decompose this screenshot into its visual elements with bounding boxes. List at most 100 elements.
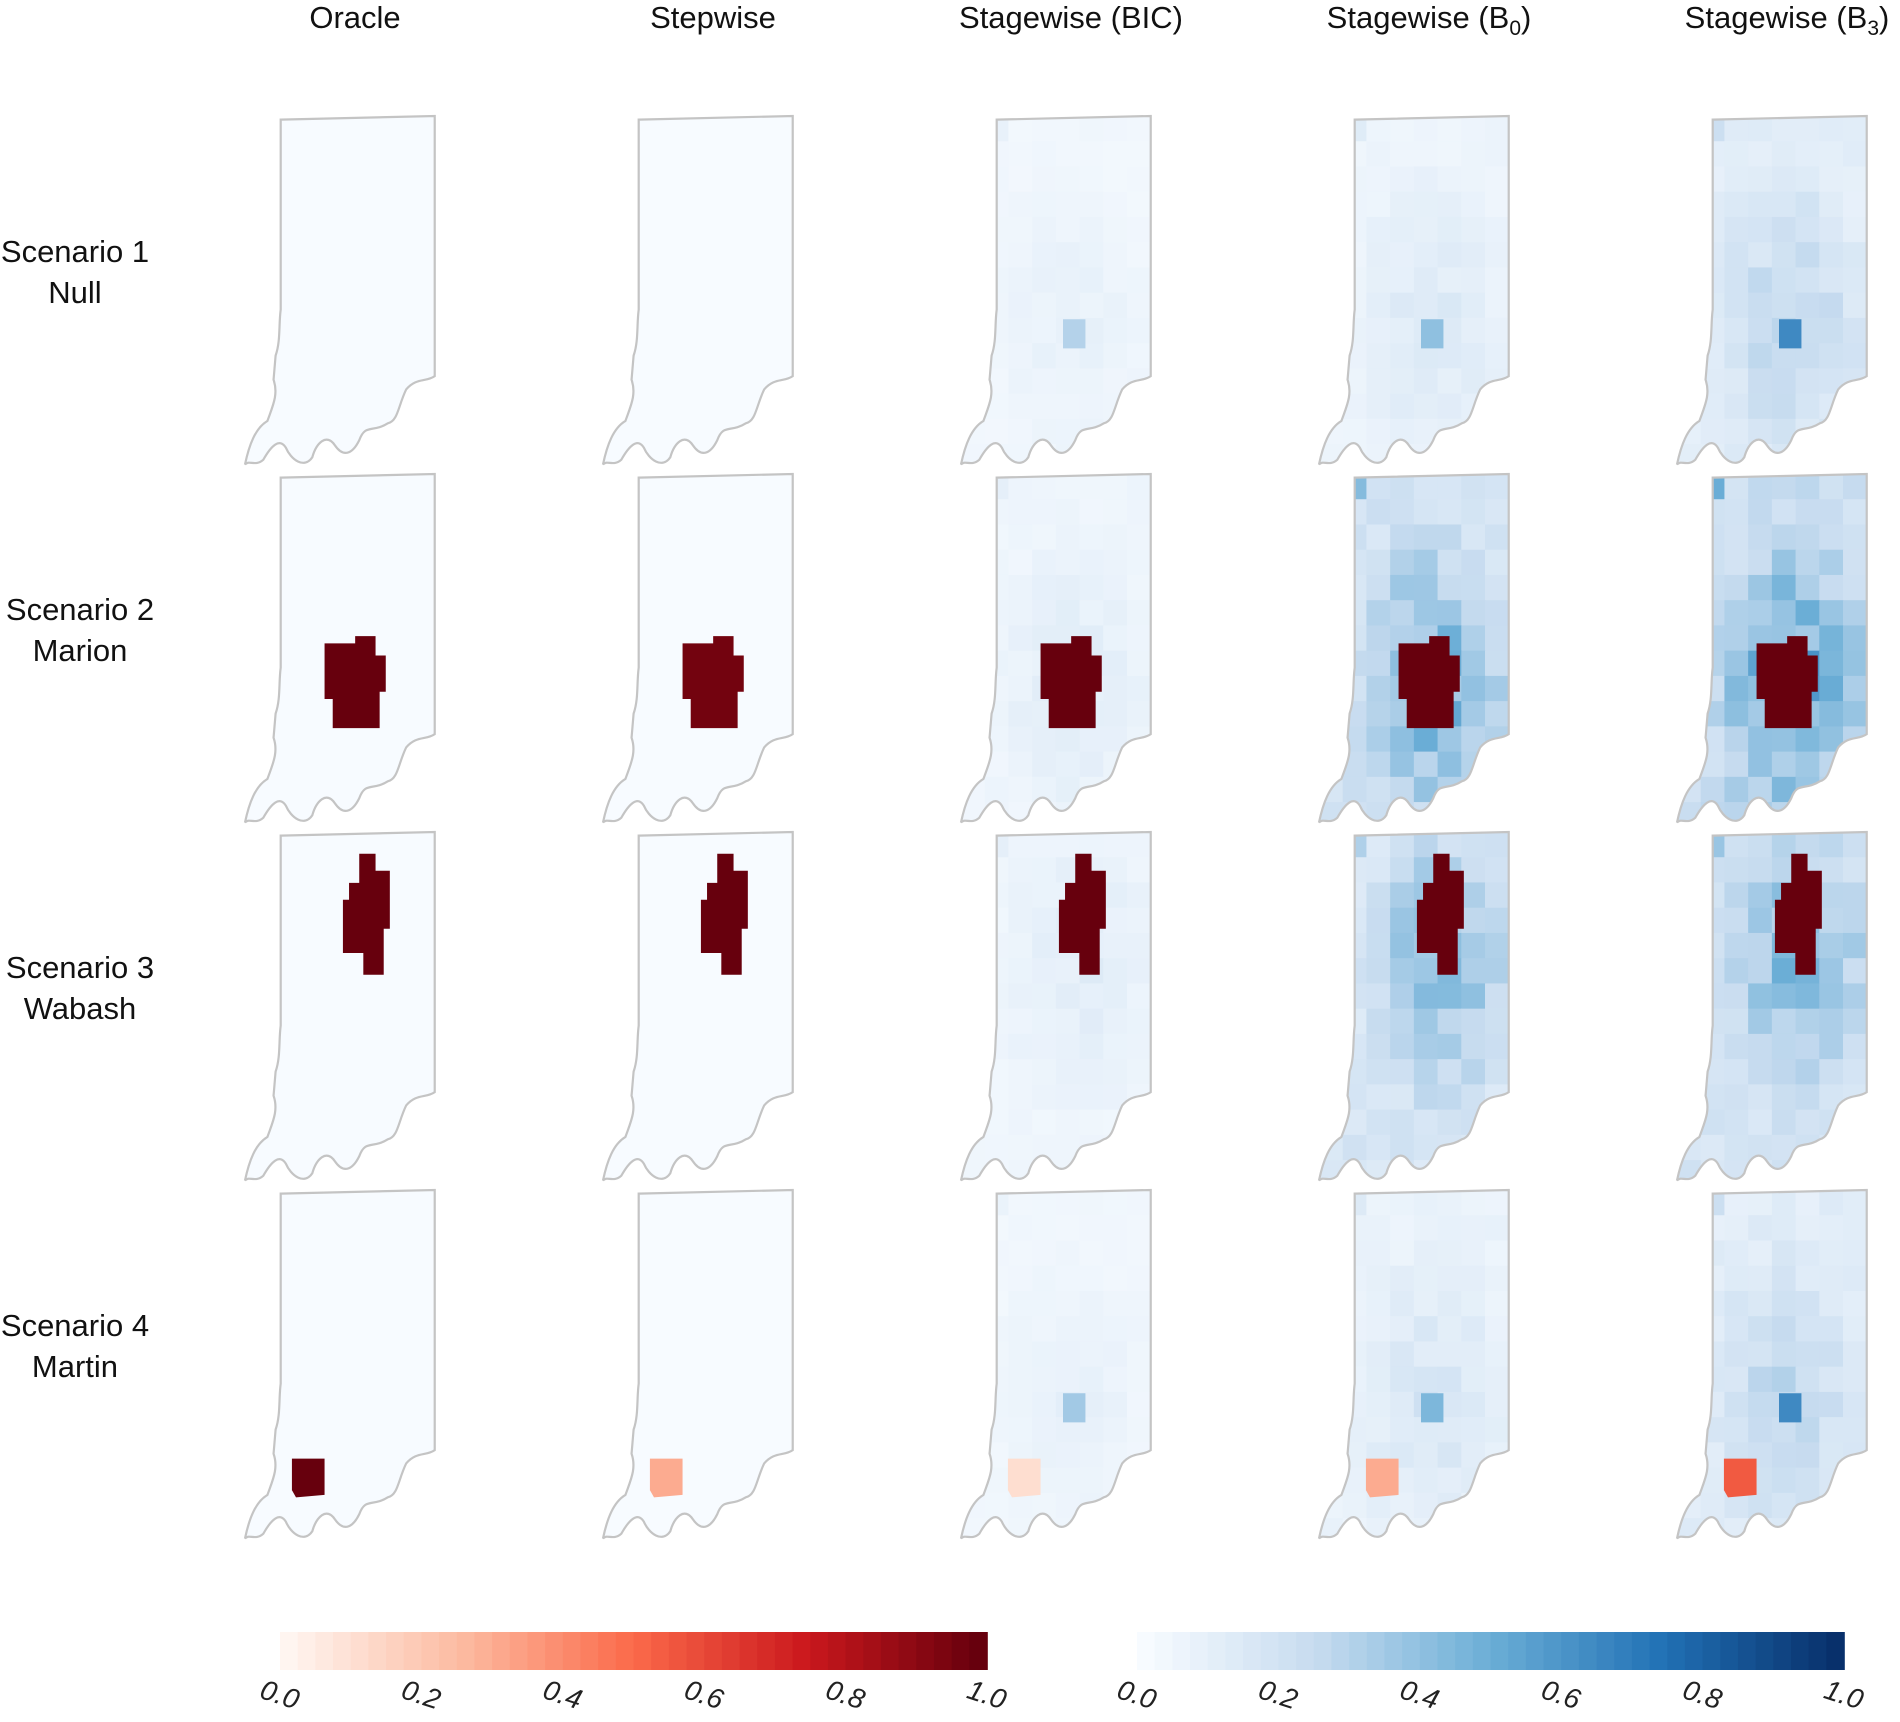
- county-cell: [1008, 983, 1033, 1010]
- county-cell: [1819, 1265, 1844, 1292]
- county-cell: [1485, 882, 1509, 909]
- county-cell: [1485, 675, 1509, 702]
- colorbar-segment: [1596, 1632, 1616, 1670]
- state-outline: [1677, 1190, 1867, 1538]
- county-cell: [984, 1134, 1010, 1161]
- county-cell: [1843, 701, 1867, 728]
- county-cell: [1319, 751, 1344, 778]
- county-cell: [961, 242, 986, 269]
- colorbar-segment: [1455, 1632, 1474, 1670]
- county-cell: [1795, 1290, 1820, 1317]
- county-cell: [1843, 726, 1867, 753]
- county-cell: [1461, 625, 1486, 652]
- column-header-stagewise-b0: Stagewise (B0): [1326, 0, 1532, 41]
- county-cell: [1032, 549, 1057, 576]
- county-cell: [1079, 1341, 1104, 1368]
- county-cell: [1366, 1366, 1391, 1393]
- county-cell: [1079, 574, 1104, 601]
- county-cell: [961, 958, 986, 985]
- county-cell: [1127, 802, 1151, 823]
- county-cell: [1008, 726, 1033, 753]
- county-cell: [1079, 524, 1104, 551]
- county-cell: [1437, 1190, 1462, 1216]
- map-base-fill: [603, 116, 793, 465]
- county-cell: [1319, 393, 1344, 420]
- county-cell: [1843, 776, 1867, 803]
- county-cell: [1843, 474, 1867, 500]
- peak-county: [1779, 1393, 1802, 1423]
- county-cell: [1843, 600, 1867, 627]
- county-cell: [1461, 1265, 1486, 1292]
- county-cell: [1437, 267, 1462, 294]
- county-cell: [1461, 1240, 1486, 1267]
- county-cell: [1008, 1391, 1033, 1418]
- county-cell: [1819, 343, 1844, 370]
- county-cell: [1843, 549, 1867, 576]
- state-outline: [1677, 116, 1867, 464]
- county-cell: [1319, 1316, 1344, 1343]
- county-cell: [1008, 1215, 1033, 1242]
- county-cell: [1843, 1290, 1867, 1317]
- county-cell: [1700, 317, 1726, 344]
- county-cell: [1008, 242, 1033, 269]
- county-cell: [1366, 1240, 1391, 1267]
- county-cell: [1485, 292, 1509, 319]
- colorbar-tick-label: 0.4: [1396, 1674, 1443, 1716]
- county-cell: [1413, 600, 1439, 627]
- county-cell: [1748, 958, 1773, 985]
- county-cell: [1461, 191, 1486, 218]
- county-cell: [1079, 418, 1104, 445]
- county-cell: [1748, 726, 1773, 753]
- county-cell: [1724, 958, 1749, 985]
- county-cell: [1677, 1316, 1702, 1343]
- peak-county: [1421, 319, 1444, 349]
- county-cell: [1795, 983, 1820, 1010]
- county-cell: [1677, 1290, 1702, 1317]
- county-cell: [1413, 1109, 1439, 1136]
- county-cell: [1032, 1417, 1057, 1444]
- county-cell: [1748, 216, 1773, 243]
- county-cell: [984, 368, 1010, 395]
- county-cell: [1795, 549, 1820, 576]
- county-cell: [1127, 1518, 1151, 1539]
- colorbar-segment: [1561, 1632, 1580, 1670]
- county-cell: [961, 116, 986, 142]
- county-cell: [1724, 393, 1749, 420]
- peak-county: [1063, 319, 1086, 349]
- county-cell: [1461, 857, 1486, 884]
- county-cell: [1127, 216, 1151, 243]
- cluster-martin: [1723, 1458, 1757, 1498]
- county-cell: [1079, 549, 1104, 576]
- county-cell: [1127, 474, 1151, 500]
- county-cell: [1795, 832, 1820, 858]
- county-cell: [1103, 267, 1128, 294]
- county-cell: [1079, 166, 1104, 193]
- county-cell: [1032, 474, 1057, 500]
- county-cell: [1461, 317, 1486, 344]
- county-cell: [1390, 343, 1415, 370]
- county-cell: [1795, 1059, 1820, 1086]
- county-cell: [1437, 1316, 1462, 1343]
- county-cell: [1342, 1442, 1368, 1469]
- county-cell: [1103, 1033, 1128, 1060]
- county-cell: [1032, 600, 1057, 627]
- colorbar-segment: [774, 1632, 794, 1670]
- county-cell: [1127, 1442, 1151, 1469]
- county-cell: [1748, 1215, 1773, 1242]
- county-cell: [1795, 524, 1820, 551]
- county-cell: [961, 1467, 986, 1494]
- colorbar-segment: [1684, 1632, 1704, 1670]
- map-panel-r3-c1: [240, 826, 444, 1189]
- map-panel-r1-c5: [1672, 110, 1876, 473]
- county-cell: [1485, 751, 1509, 778]
- county-cell: [1127, 776, 1151, 803]
- county-cell: [1485, 832, 1509, 858]
- county-cell: [961, 1008, 986, 1035]
- county-cell: [1008, 1341, 1033, 1368]
- county-cell: [1413, 802, 1439, 823]
- county-cell: [1771, 141, 1797, 168]
- colorbar-segment: [757, 1632, 776, 1670]
- state-outline: [245, 116, 435, 464]
- county-cell: [1319, 191, 1344, 218]
- county-cell: [1127, 141, 1151, 168]
